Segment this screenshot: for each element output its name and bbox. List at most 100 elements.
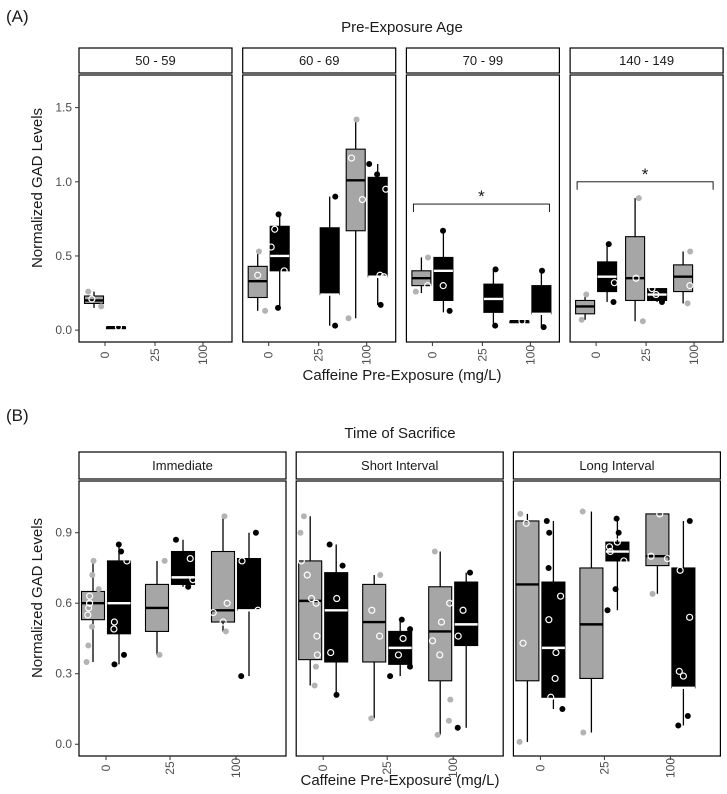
- data-point: [516, 738, 523, 745]
- box-dark-100: [671, 517, 696, 729]
- data-point: [275, 211, 282, 218]
- data-point: [552, 648, 560, 657]
- box-dark-0: [267, 211, 290, 311]
- data-point: [615, 529, 622, 536]
- facet-strip: [78, 451, 287, 480]
- data-point: [85, 604, 93, 612]
- facet-strip-label: 70 - 99: [463, 53, 503, 68]
- x-tick-label: 25: [312, 348, 326, 362]
- data-point: [579, 508, 586, 515]
- x-tick-label: 25: [597, 761, 611, 775]
- data-point: [519, 639, 527, 647]
- data-point: [307, 594, 316, 603]
- x-tick-label: 100: [523, 345, 537, 365]
- box-dark-0: [597, 241, 618, 305]
- data-point: [663, 554, 672, 563]
- data-point: [327, 648, 335, 657]
- data-point: [545, 564, 552, 571]
- data-point: [98, 303, 105, 310]
- data-point: [439, 282, 447, 290]
- data-point: [431, 548, 438, 555]
- facet-strip: [295, 451, 504, 480]
- data-point: [275, 304, 282, 311]
- box-dark-100: [454, 569, 479, 731]
- x-tick-label: 0: [425, 351, 439, 358]
- data-point: [517, 510, 524, 517]
- box-light-25: [144, 557, 170, 658]
- panel-b-x-axis-title: Caffeine Pre-Exposure (mg/L): [301, 772, 500, 789]
- box-dark-25: [387, 616, 414, 680]
- box-dark-25: [604, 515, 630, 614]
- data-point: [368, 606, 376, 614]
- data-point: [387, 673, 394, 680]
- y-tick-label: 0.9: [55, 526, 72, 540]
- box-dark-0: [106, 541, 132, 668]
- box-light-100: [209, 513, 236, 635]
- box-dark-100: [236, 529, 262, 680]
- panel-b-facet-2: Short Interval 0 25 100: [295, 451, 504, 778]
- data-point: [312, 663, 319, 670]
- data-point: [687, 248, 694, 255]
- data-point: [428, 637, 437, 645]
- box-body: [428, 586, 453, 682]
- data-point: [684, 300, 691, 307]
- data-point: [313, 632, 321, 640]
- x-tick-label: 25: [639, 348, 653, 362]
- panel-b-facet-3: Long Interval 0 25 100: [512, 451, 722, 778]
- data-point: [658, 298, 665, 305]
- data-point: [377, 572, 384, 579]
- data-point: [300, 513, 307, 520]
- facet-strip-label: 50 - 59: [135, 53, 175, 68]
- box-body: [454, 581, 479, 647]
- data-point: [540, 324, 547, 331]
- x-tick-label: 0: [99, 764, 113, 771]
- data-point: [313, 651, 321, 659]
- data-point: [632, 274, 640, 282]
- y-tick-label: 0.5: [55, 249, 72, 263]
- data-point: [492, 322, 499, 329]
- data-point: [398, 616, 405, 623]
- data-point: [610, 279, 618, 287]
- data-point: [539, 267, 546, 274]
- data-point: [580, 729, 587, 736]
- box-light-25: [362, 572, 387, 722]
- box-dark-25: [319, 193, 340, 329]
- data-point: [88, 295, 96, 303]
- data-point: [605, 241, 612, 248]
- x-tick-label: 100: [229, 758, 243, 778]
- box-body: [515, 520, 540, 682]
- data-point: [407, 626, 414, 633]
- data-point: [339, 562, 346, 569]
- data-point: [377, 301, 384, 308]
- data-point: [522, 519, 530, 527]
- box-dark-100: [366, 161, 390, 308]
- data-point: [436, 651, 444, 659]
- data-point: [382, 185, 390, 193]
- box-light-0: [297, 513, 323, 689]
- data-point: [406, 663, 413, 670]
- data-point: [656, 510, 664, 518]
- data-point: [454, 724, 461, 731]
- data-point: [332, 322, 339, 329]
- data-point: [686, 613, 694, 621]
- facet-strip: [569, 47, 724, 74]
- data-point: [447, 696, 454, 703]
- facet-plot-frame: [569, 74, 724, 343]
- box-light-100: [428, 548, 454, 738]
- data-point: [88, 623, 95, 630]
- box-body: [319, 227, 340, 296]
- data-point: [445, 717, 452, 724]
- data-point: [326, 541, 333, 548]
- data-point: [545, 616, 553, 624]
- data-point: [551, 674, 559, 683]
- box-light-0: [575, 291, 596, 323]
- data-point: [111, 661, 118, 668]
- box-light-25: [625, 195, 646, 325]
- x-tick-label: 0: [316, 764, 330, 771]
- box-body: [645, 513, 670, 567]
- data-point: [434, 731, 441, 738]
- y-tick-label: 1.5: [55, 101, 72, 115]
- box-body: [625, 236, 646, 302]
- data-point: [454, 632, 462, 640]
